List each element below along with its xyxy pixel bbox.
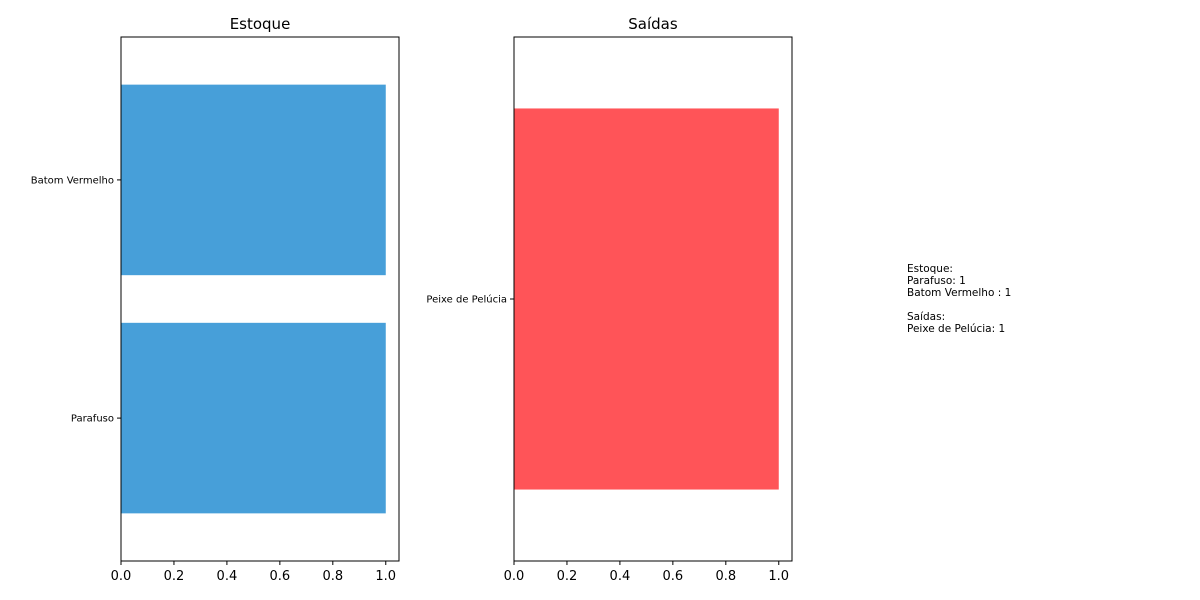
bar-batom-vermelho [121, 84, 386, 276]
x-tick-label: 0.2 [164, 569, 185, 584]
x-tick-label: 0.4 [217, 569, 238, 584]
x-tick-label: 1.0 [768, 569, 789, 584]
y-tick-label: Peixe de Pelúcia [426, 294, 507, 306]
axes-frame [120, 36, 400, 562]
x-tick-label: 0.8 [715, 569, 736, 584]
chart-title: Estoque [230, 15, 291, 33]
chart-title: Saídas [628, 15, 678, 33]
x-tick-label: 0.6 [663, 569, 684, 584]
axes-frame [513, 36, 793, 562]
y-tick-label: Batom Vermelho [31, 175, 114, 186]
bar-parafuso [121, 322, 386, 514]
x-tick-label: 0.2 [557, 569, 578, 584]
chart-panel-2: Peixe de Pelúcia 0.0 0.2 0.4 0.6 0.8 1.0 Saídas [426, 15, 793, 584]
x-tick-label: 0.0 [504, 569, 525, 584]
x-tick-label: 0.0 [111, 569, 132, 584]
bar-peixe-de-pelúcia [514, 108, 779, 490]
summary-text: Estoque: Parafuso: 1 Batom Vermelho : 1 … [907, 263, 1012, 335]
x-tick-label: 0.6 [270, 569, 291, 584]
x-tick-label: 0.4 [610, 569, 631, 584]
x-tick-label: 0.8 [322, 569, 343, 584]
y-tick-label: Parafuso [71, 414, 114, 425]
x-tick-label: 1.0 [375, 569, 396, 584]
chart-panel-1: Parafuso Batom Vermelho 0.0 0.2 0.4 0.6 0.8 1.0… [31, 15, 400, 584]
